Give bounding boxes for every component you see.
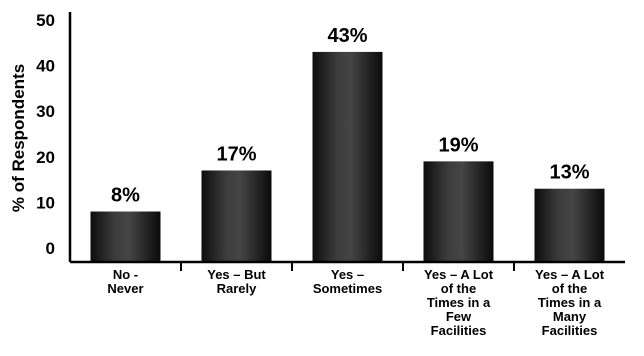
y-tick-label: 30	[36, 102, 55, 121]
data-label: 13%	[549, 162, 589, 184]
data-label: 19%	[438, 134, 478, 156]
bars	[90, 51, 605, 262]
data-label: 43%	[327, 25, 367, 47]
x-category-label: Yes – A Lot of the Times in a Few Facilities	[424, 267, 494, 338]
bar	[312, 51, 383, 262]
x-category-label: Yes – But Rarely	[207, 267, 266, 296]
x-category-label: Yes – Sometimes	[313, 267, 382, 296]
bar	[423, 161, 494, 262]
y-axis-ticks: 0 10 20 30 40 50	[36, 11, 55, 258]
data-label: 8%	[111, 185, 140, 207]
x-category-label: No -Never	[107, 267, 143, 296]
x-axis-category-labels: No -Never Yes – But Rarely Yes – Sometimes Ye…	[107, 267, 604, 338]
axes	[68, 12, 625, 271]
x-category-label: Yes – A Lot of the Times in a Many Facilitie…	[535, 267, 605, 338]
bar	[534, 188, 605, 262]
bar	[90, 211, 161, 262]
y-axis-label: % of Respondents	[9, 64, 28, 212]
y-tick-label: 20	[36, 148, 55, 167]
y-tick-label: 0	[46, 239, 55, 258]
y-tick-label: 10	[36, 193, 55, 212]
data-labels: 8% 17% 43% 19% 13%	[111, 25, 590, 207]
y-tick-label: 50	[36, 11, 55, 30]
data-label: 17%	[216, 143, 256, 165]
bar	[201, 170, 272, 262]
y-tick-label: 40	[36, 57, 55, 76]
